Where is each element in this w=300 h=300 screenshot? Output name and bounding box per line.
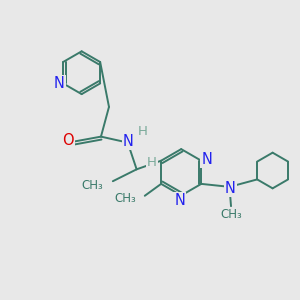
Text: N: N <box>54 76 65 91</box>
Text: CH₃: CH₃ <box>82 179 103 192</box>
Text: N: N <box>225 181 236 196</box>
Text: CH₃: CH₃ <box>114 192 136 205</box>
Text: H: H <box>147 156 157 169</box>
Text: CH₃: CH₃ <box>220 208 242 221</box>
Text: N: N <box>123 134 134 148</box>
Text: N: N <box>174 193 185 208</box>
Text: H: H <box>138 125 148 138</box>
Text: O: O <box>62 133 74 148</box>
Text: N: N <box>201 152 212 167</box>
